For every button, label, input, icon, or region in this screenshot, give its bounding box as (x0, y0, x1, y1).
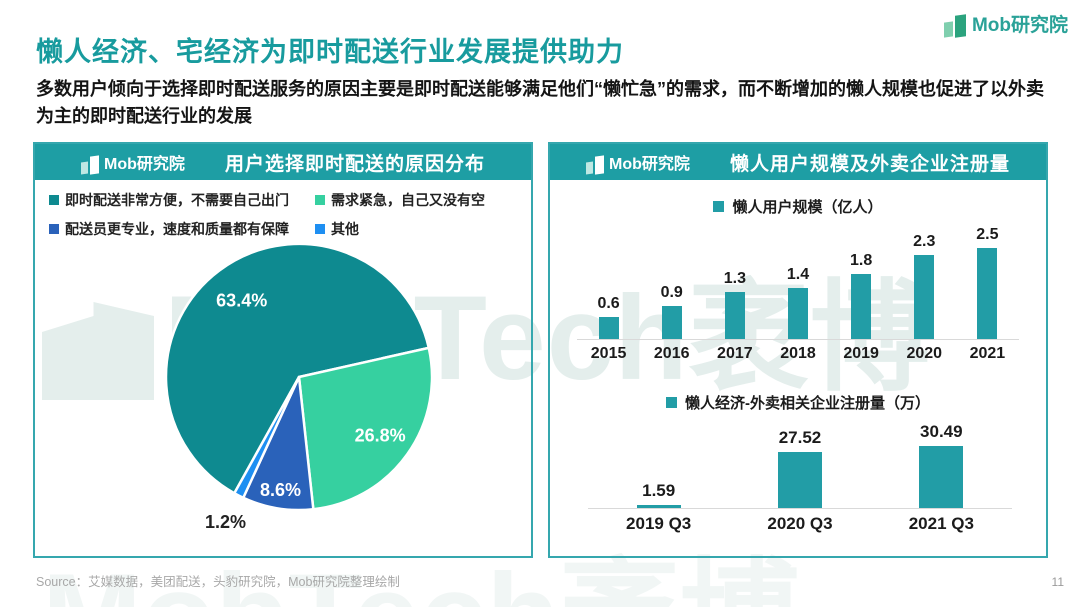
bar-column: 2.3 (893, 233, 956, 339)
category-label: 2019 (843, 345, 879, 362)
bar-column: 1.8 (830, 251, 893, 339)
bar-value-label: 2.3 (913, 233, 936, 251)
page-number: 11 (1051, 575, 1064, 589)
page-title: 懒人经济、宅经济为即时配送行业发展提供助力 (36, 37, 624, 67)
bar-value-label: 27.52 (778, 428, 822, 448)
pie-slice (297, 346, 434, 511)
bar-value-label: 2.5 (976, 226, 999, 243)
pie-slice-label: 8.6% (260, 480, 301, 500)
legend-swatch (666, 397, 677, 408)
pie-slice (233, 375, 301, 499)
bar-panel-header: Mob研究院 懒人用户规模及外卖企业注册量 (550, 144, 1046, 180)
pie-slice (164, 242, 431, 495)
bar (636, 504, 681, 508)
bar-column: 1.59 (588, 481, 729, 508)
category-label: 2019 Q3 (626, 514, 692, 533)
pie-panel: Mob研究院 用户选择即时配送的原因分布 即时配送非常方便，不需要自己出门 需求紧… (33, 142, 533, 558)
bar-column: 30.49 (871, 422, 1012, 508)
pie-slice-label: 26.8% (355, 425, 406, 445)
bar-column: 1.4 (766, 266, 829, 339)
page-subtitle: 多数用户倾向于选择即时配送服务的原因主要是即时配送能够满足他们“懒忙急”的需求，… (36, 79, 1044, 126)
legend-item: 配送员更专业，速度和质量都有保障 (49, 219, 307, 239)
legend-swatch (713, 201, 725, 212)
bar-column: 27.52 (729, 428, 870, 508)
pie-slice-label: 63.4% (216, 291, 267, 311)
legend-item: 需求紧急，自己又没有空 (315, 190, 485, 210)
bar-column: 1.3 (703, 270, 766, 339)
legend-label: 配送员更专业，速度和质量都有保障 (65, 221, 289, 237)
pie-slice-label: 1.2% (205, 512, 246, 532)
category-label: 2020 Q3 (767, 514, 833, 533)
legend-label: 懒人经济-外卖相关企业注册量（万） (685, 395, 930, 412)
bar-chart1-legend: 懒人用户规模（亿人） (550, 196, 1046, 217)
x-axis-labels: 2015 2016 2017 2018 2019 2020 2021 (577, 345, 1019, 363)
panel-brand-name: Mob研究院 (104, 156, 185, 173)
bar (977, 248, 998, 339)
category-label: 2017 (717, 345, 753, 362)
bar-column: 2.5 (956, 226, 1019, 339)
pie-legend: 即时配送非常方便，不需要自己出门 需求紧急，自己又没有空配送员更专业，速度和质量都… (49, 190, 485, 239)
building-icon (944, 13, 966, 37)
bar-column: 0.9 (640, 284, 703, 339)
legend-label: 懒人用户规模（亿人） (732, 199, 883, 216)
bar (777, 452, 822, 508)
pie-chart-title: 用户选择即时配送的原因分布 (224, 153, 485, 175)
bar (598, 317, 619, 339)
panel-brand-logo: Mob研究院 (586, 150, 690, 174)
bar-value-label: 30.49 (920, 422, 963, 442)
bar (661, 306, 682, 339)
pie-panel-header: Mob研究院 用户选择即时配送的原因分布 (35, 144, 531, 180)
panel-brand-logo: Mob研究院 (81, 150, 185, 174)
legend-label: 其他 (331, 221, 359, 237)
bar (851, 273, 872, 339)
bar-value-label: 1.59 (642, 480, 676, 500)
legend-label: 即时配送非常方便，不需要自己出门 (65, 192, 289, 208)
bar-chart2-legend: 懒人经济-外卖相关企业注册量（万） (550, 392, 1046, 413)
category-label: 2021 (969, 345, 1006, 362)
bar (919, 446, 964, 508)
building-icon (81, 155, 99, 174)
category-label: 2021 Q3 (908, 514, 974, 533)
bars-area: 0.6 0.9 1.3 1.4 1.8 2.3 2.5 (577, 220, 1019, 340)
bar-value-label: 1.4 (786, 266, 810, 283)
legend-item: 其他 (315, 219, 485, 239)
legend-label: 需求紧急，自己又没有空 (331, 192, 485, 208)
bars-area: 1.59 27.52 30.49 (588, 420, 1012, 509)
bar-value-label: 0.6 (597, 295, 620, 313)
brand-name: Mob研究院 (971, 15, 1068, 36)
bar (724, 291, 745, 339)
legend-swatch (315, 224, 325, 234)
panel-brand-name: Mob研究院 (609, 156, 690, 173)
bar (914, 255, 935, 339)
legend-swatch (315, 195, 325, 205)
bar-value-label: 1.3 (723, 269, 746, 287)
bar-value-label: 1.8 (850, 251, 873, 269)
building-icon (586, 155, 604, 174)
bar-charts-panel: Mob研究院 懒人用户规模及外卖企业注册量 懒人用户规模（亿人） 0.6 0.9 1… (548, 142, 1048, 558)
bar-chart-users: 0.6 0.9 1.3 1.4 1.8 2.3 2.5 2015 2016 2017 2018 20… (577, 220, 1019, 363)
brand-logo: Mob研究院 (944, 10, 1068, 37)
x-axis-labels: 2019 Q3 2020 Q3 2021 Q3 (588, 514, 1012, 534)
category-label: 2015 (590, 345, 627, 362)
bar (787, 288, 808, 339)
category-label: 2018 (780, 345, 816, 362)
category-label: 2020 (906, 345, 943, 362)
source-note: Source：艾媒数据，美团配送，头豹研究院，Mob研究院整理绘制 (36, 575, 400, 589)
legend-swatch (49, 195, 59, 205)
bar-chart-registrations: 1.59 27.52 30.49 2019 Q3 2020 Q3 2021 Q3 (588, 420, 1012, 534)
bar-column: 0.6 (577, 295, 640, 339)
legend-item: 即时配送非常方便，不需要自己出门 (49, 190, 307, 210)
category-label: 2016 (653, 345, 690, 362)
bar-panel-title: 懒人用户规模及外卖企业注册量 (729, 153, 1010, 175)
bar-value-label: 0.9 (660, 284, 683, 302)
legend-swatch (49, 224, 59, 234)
pie-slice (242, 375, 315, 512)
